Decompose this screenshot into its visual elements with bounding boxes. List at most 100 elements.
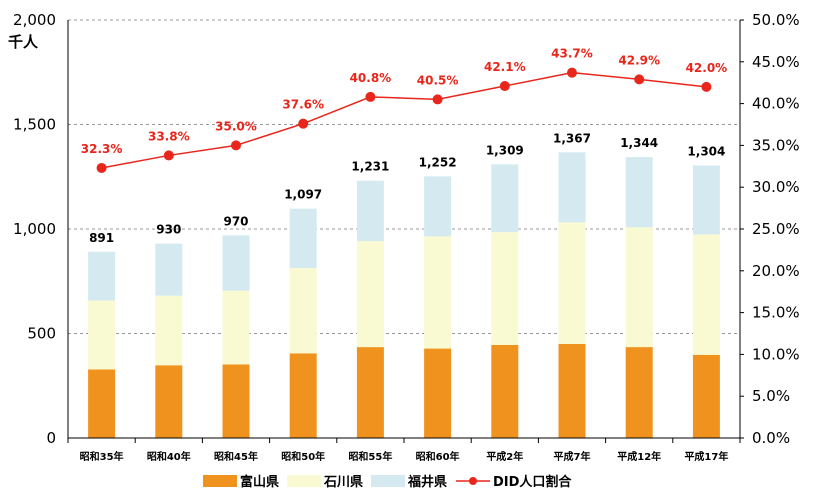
y-left-tick-label: 0 xyxy=(46,429,56,447)
did-point xyxy=(432,94,443,105)
legend-label: 石川県 xyxy=(323,475,363,490)
y-left-tick-label: 1,500 xyxy=(13,116,56,134)
legend-marker xyxy=(469,477,477,485)
bar-segment xyxy=(424,176,452,237)
y-right-tick-label: 0.0% xyxy=(752,429,790,447)
bar-segment xyxy=(289,208,317,269)
did-point xyxy=(567,67,577,78)
y-right-tick-label: 45.0% xyxy=(752,53,800,71)
legend: 富山県 石川県 福井県 DID人口割合 xyxy=(203,474,572,490)
did-point xyxy=(499,81,510,92)
did-point xyxy=(231,140,241,151)
x-tick-label: 昭和55年 xyxy=(348,450,392,463)
total-labels: 891 930 970 1,097 1,231 1,252 1,309 1,367 1,344 1… xyxy=(89,131,725,244)
x-tick-label: 平成2年 xyxy=(486,450,523,463)
did-point xyxy=(365,91,376,102)
bar-segment xyxy=(155,243,183,296)
bar-segment xyxy=(491,232,519,345)
legend-label: 富山県 xyxy=(240,474,279,490)
legend-label: 福井県 xyxy=(407,474,447,490)
bar-segment xyxy=(88,369,116,438)
bar-segment xyxy=(491,164,519,233)
total-label: 1,231 xyxy=(351,160,389,174)
y-right-tick-label: 30.0% xyxy=(752,178,800,196)
bars xyxy=(88,152,720,438)
legend-swatch xyxy=(371,475,405,487)
total-label: 1,344 xyxy=(620,136,658,150)
total-label: 1,309 xyxy=(486,143,524,157)
bar-segment xyxy=(558,343,586,438)
bar-segment xyxy=(356,180,384,242)
bar-segment xyxy=(692,354,720,438)
total-label: 930 xyxy=(156,223,181,237)
y-right-tick-label: 15.0% xyxy=(752,304,800,322)
bar-segment xyxy=(625,347,653,438)
bar-segment xyxy=(88,300,116,370)
did-label: 35.0% xyxy=(215,119,257,133)
x-tick-label: 昭和45年 xyxy=(214,450,258,463)
x-tick-label: 昭和60年 xyxy=(416,450,460,463)
did-label: 42.1% xyxy=(484,60,526,74)
total-label: 970 xyxy=(223,214,248,228)
did-point xyxy=(701,81,712,92)
did-label: 33.8% xyxy=(148,129,190,143)
y-right-tick-label: 50.0% xyxy=(752,11,800,29)
y-right-tick-label: 40.0% xyxy=(752,95,800,113)
did-point xyxy=(96,162,107,173)
bar-segment xyxy=(222,235,250,291)
total-label: 1,097 xyxy=(284,188,322,202)
bar-segment xyxy=(625,157,653,228)
x-tick-label: 昭和40年 xyxy=(147,450,191,463)
x-tick-label: 平成12年 xyxy=(617,450,661,463)
x-tick-label: 昭和50年 xyxy=(281,450,325,463)
did-label: 42.0% xyxy=(686,61,728,75)
bar-segment xyxy=(558,222,586,344)
y-left-tick-label: 500 xyxy=(27,325,56,343)
x-tick-label: 昭和35年 xyxy=(80,450,124,463)
total-label: 1,367 xyxy=(553,131,591,145)
y-right-tick-label: 5.0% xyxy=(752,387,790,405)
bar-segment xyxy=(289,353,317,438)
bar-segment xyxy=(692,234,720,355)
did-label: 42.9% xyxy=(618,53,660,67)
bar-segment xyxy=(155,295,183,366)
bar-segment xyxy=(424,348,452,438)
axes: 0 500 1,000 1,500 2,000 0.0% 5.0% 10.0% 15.0% 20.… xyxy=(13,11,800,463)
did-point xyxy=(634,74,645,85)
bar-segment xyxy=(88,251,116,301)
legend-swatch xyxy=(203,475,237,487)
y-left-tick-label: 2,000 xyxy=(13,11,56,29)
bar-segment xyxy=(692,165,720,235)
y-right-tick-label: 10.0% xyxy=(752,345,800,363)
x-tick-label: 平成17年 xyxy=(684,450,728,463)
bar-segment xyxy=(558,152,586,223)
bar-segment xyxy=(356,347,384,438)
did-label: 40.5% xyxy=(417,73,459,87)
bar-segment xyxy=(222,290,250,365)
bar-segment xyxy=(424,236,452,349)
total-label: 1,252 xyxy=(419,155,457,169)
did-label: 40.8% xyxy=(350,71,392,85)
legend-label: DID人口割合 xyxy=(493,474,572,490)
y-right-tick-label: 20.0% xyxy=(752,262,800,280)
total-label: 891 xyxy=(89,231,114,245)
did-line: 32.3% 33.8% 35.0% 37.6% 40.8% 40.5% 42.1% 43.7%… xyxy=(81,47,727,173)
did-point xyxy=(163,150,174,161)
bar-segment xyxy=(289,268,317,354)
bar-segment xyxy=(222,364,250,438)
x-tick-label: 平成7年 xyxy=(554,450,591,463)
bar-segment xyxy=(625,227,653,348)
y-axis-unit-label: 千人 xyxy=(8,33,39,51)
total-label: 1,304 xyxy=(687,144,725,158)
y-right-tick-label: 35.0% xyxy=(752,136,800,154)
bar-segment xyxy=(155,365,183,438)
did-label: 32.3% xyxy=(81,142,123,156)
did-label: 43.7% xyxy=(551,47,593,61)
did-line-path xyxy=(101,71,707,169)
legend-swatch xyxy=(287,475,321,487)
y-left-tick-label: 1,000 xyxy=(13,220,56,238)
did-point xyxy=(298,118,309,129)
bar-segment xyxy=(491,344,519,438)
y-right-tick-label: 25.0% xyxy=(752,220,800,238)
